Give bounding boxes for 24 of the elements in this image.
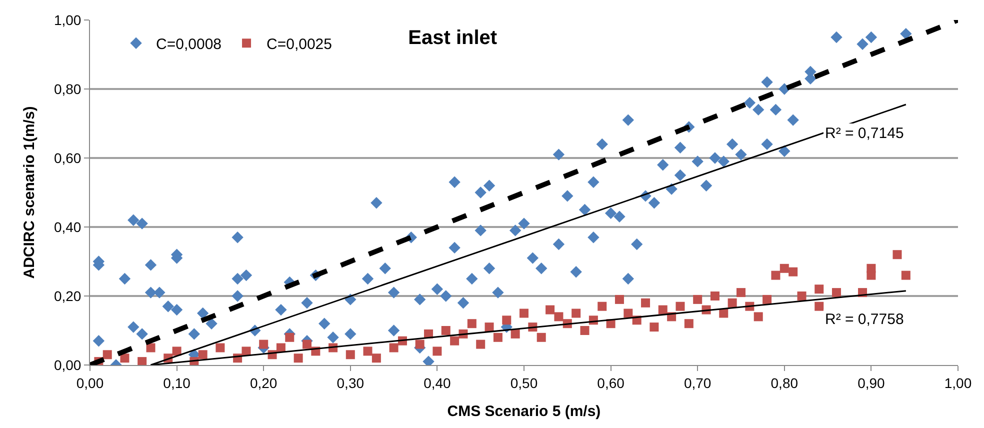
x-tick-label: 0,90 <box>858 374 886 391</box>
legend-label: C=0,0008 <box>156 36 222 53</box>
x-axis-title: CMS Scenario 5 (m/s) <box>447 402 601 420</box>
y-tick-label: 0,60 <box>54 150 82 166</box>
x-tick-label: 0,50 <box>510 374 538 391</box>
y-tick-label: 1,00 <box>54 12 82 28</box>
legend-label: C=0,0025 <box>266 36 332 53</box>
x-tick-label: 0,40 <box>424 374 452 391</box>
annotation: R² = 0,7758 <box>825 311 904 328</box>
x-tick-label: 0,70 <box>684 374 712 391</box>
y-axis-title: ADCIRC scenario 1(m/s) <box>21 106 38 279</box>
y-tick-label: 0,80 <box>54 80 82 97</box>
x-tick-label: 0,20 <box>250 374 278 391</box>
annotation: R² = 0,7145 <box>825 125 904 142</box>
x-tick-label: 0,80 <box>770 374 798 391</box>
x-tick-label: 0,60 <box>597 374 625 391</box>
x-tick-label: 0,10 <box>163 374 191 391</box>
chart-title: East inlet <box>408 26 498 49</box>
x-tick-label: 1,00 <box>944 374 972 391</box>
y-tick-label: 0,40 <box>54 218 82 235</box>
y-tick-label: 0,20 <box>54 288 82 304</box>
x-tick-label: 0,00 <box>76 374 104 391</box>
y-tick-label: 0,00 <box>54 356 82 373</box>
x-tick-label: 0,30 <box>336 374 364 391</box>
